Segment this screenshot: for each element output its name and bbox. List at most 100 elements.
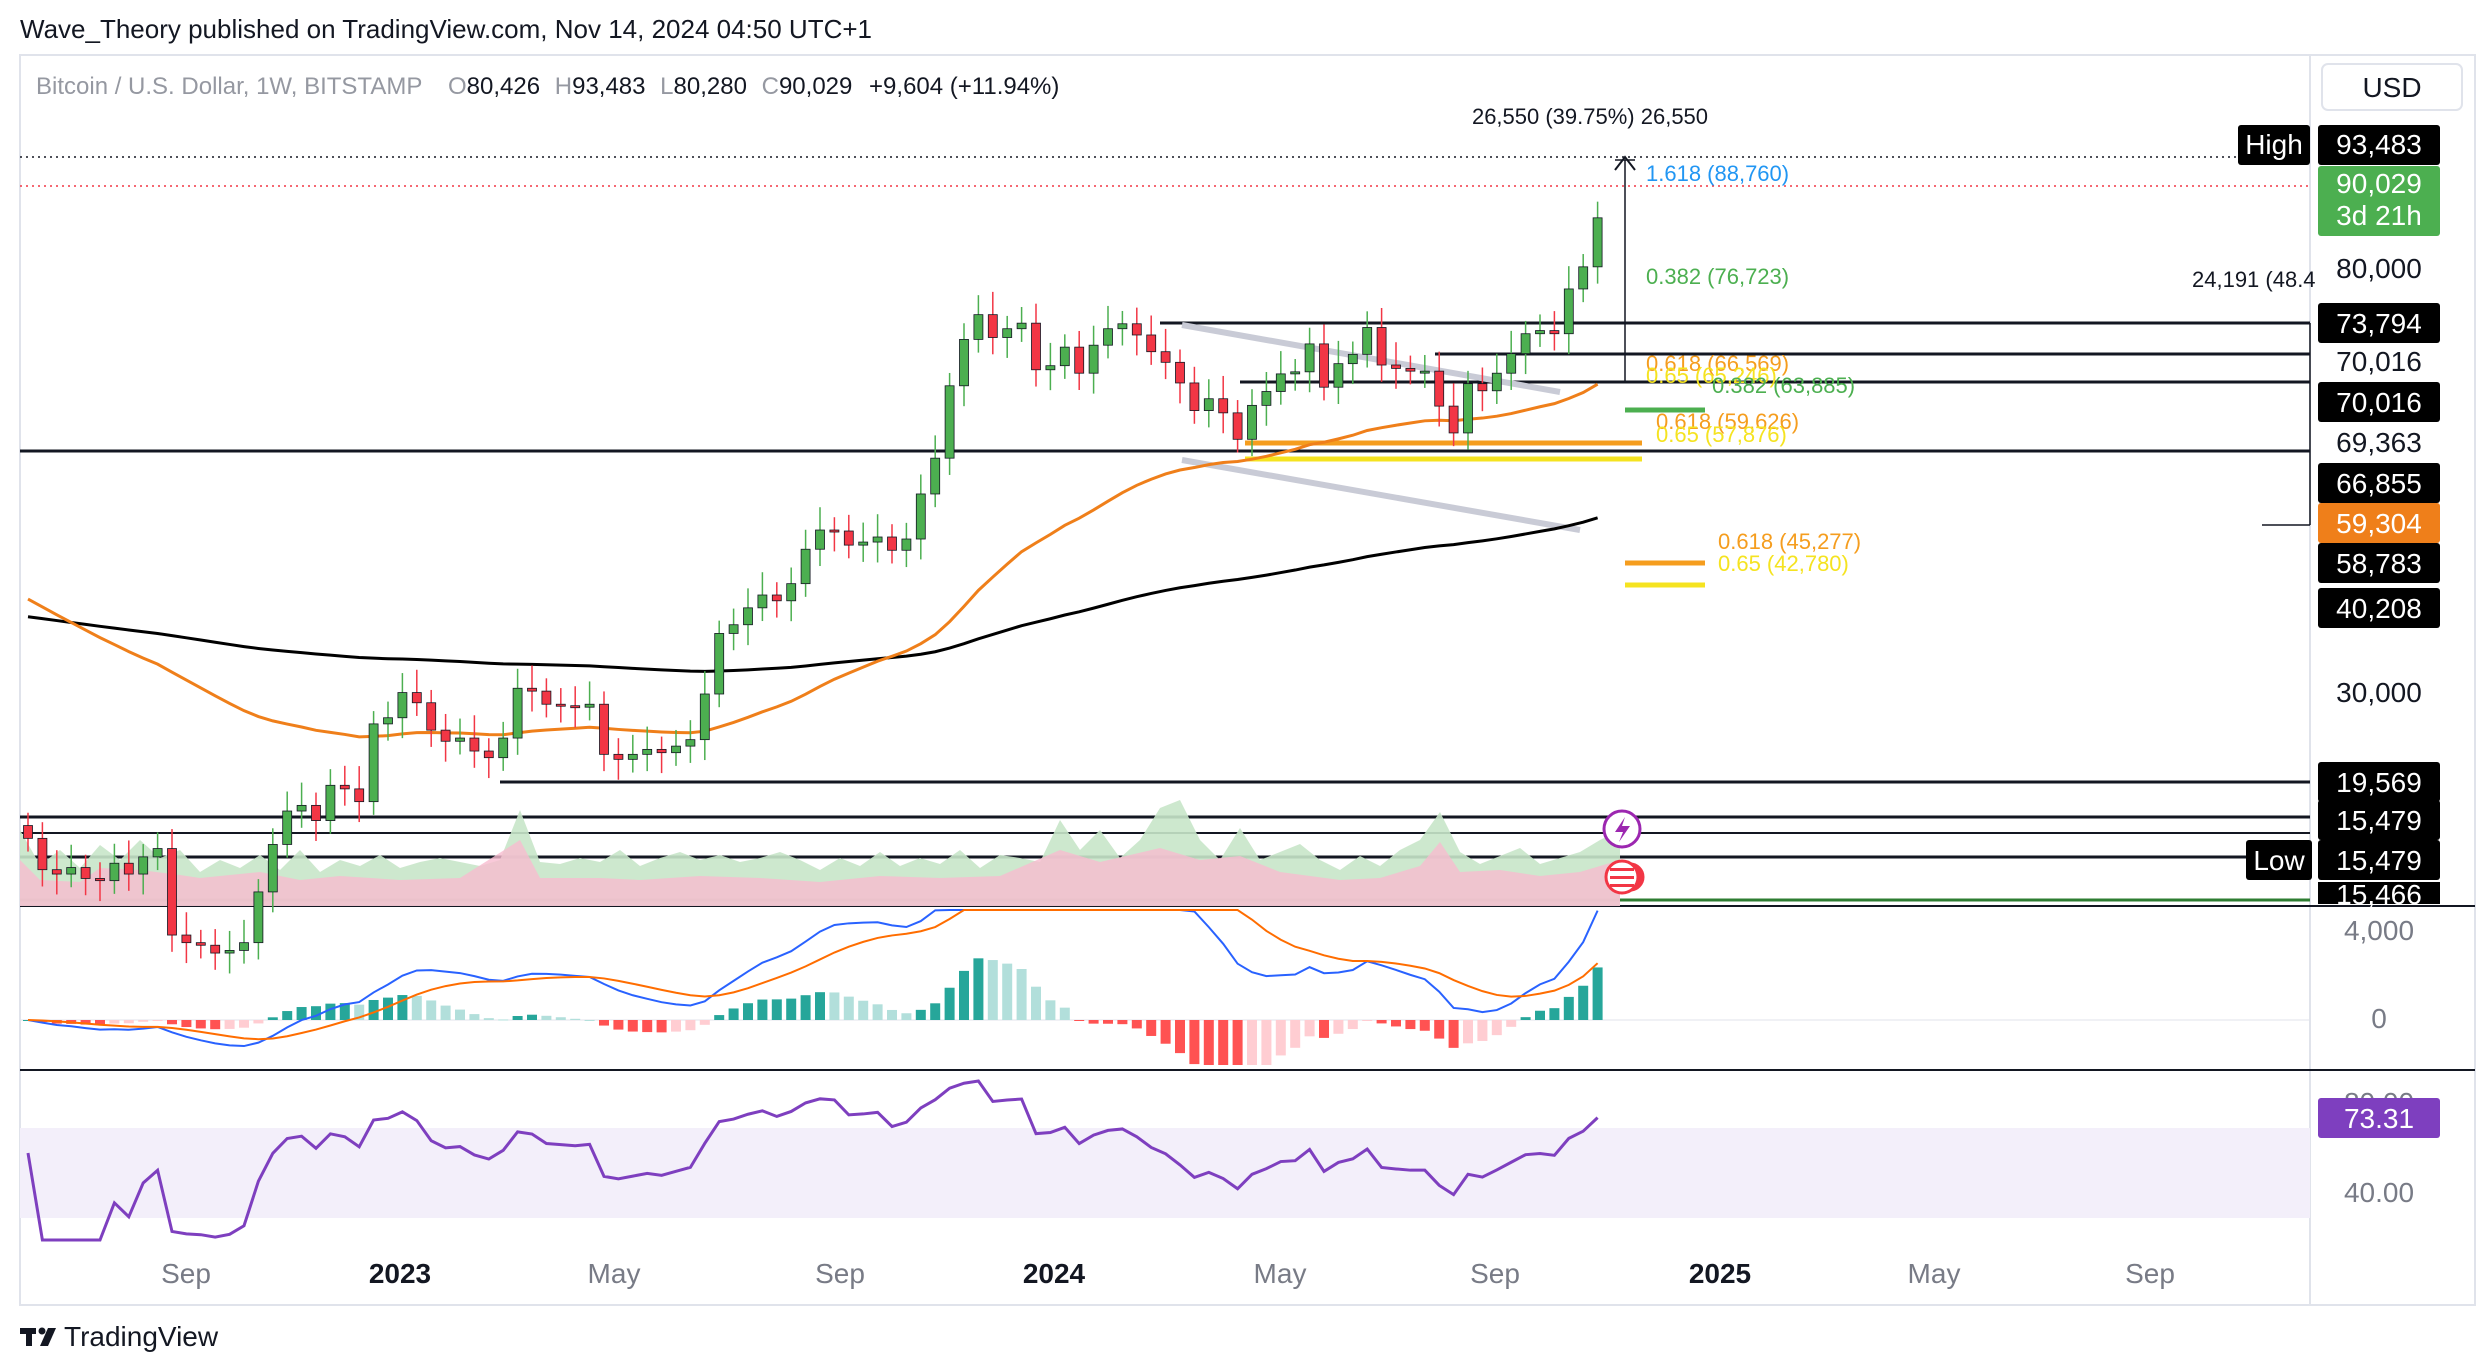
candle-body: [469, 737, 480, 752]
time-tick: Sep: [161, 1258, 211, 1289]
candle-body: [1074, 346, 1085, 374]
macd-bar: [987, 960, 998, 1020]
macd-bar: [1448, 1020, 1459, 1048]
rsi-tick-40: 40.00: [2344, 1177, 2414, 1208]
macd-bar: [685, 1020, 696, 1031]
macd-bar: [311, 1006, 321, 1020]
tick-69363: 69,363: [2336, 427, 2422, 458]
candle-body: [642, 748, 653, 755]
candle-body: [152, 848, 163, 858]
symbol-name: Bitcoin / U.S. Dollar, 1W, BITSTAMP: [36, 73, 422, 100]
ema200-path: [27, 516, 1599, 673]
macd-bar: [1376, 1020, 1387, 1024]
macd-bar: [426, 1000, 437, 1020]
candle-body: [527, 687, 537, 692]
candle-body: [771, 594, 782, 602]
candle-body: [1160, 351, 1171, 363]
macd-bar: [915, 1009, 926, 1020]
measure-tool-right[interactable]: 24,191 (48.4: [2192, 267, 2316, 526]
candle-body: [599, 703, 609, 755]
macd-bar: [152, 1020, 163, 1021]
currency-button[interactable]: USD: [2321, 63, 2463, 111]
macd-bar: [829, 992, 840, 1020]
macd-bar: [1117, 1020, 1128, 1025]
candle-body: [1520, 333, 1531, 355]
macd-bar: [743, 1003, 753, 1020]
time-tick: 2025: [1689, 1258, 1751, 1289]
macd-bar: [1347, 1020, 1358, 1030]
macd-bar: [1491, 1020, 1502, 1036]
macd-bar: [1189, 1020, 1200, 1065]
time-tick: Sep: [2125, 1258, 2175, 1289]
event-badges[interactable]: [1602, 809, 1648, 895]
candle-body: [858, 541, 869, 546]
tag-73794: [2318, 303, 2440, 343]
candle-body: [584, 703, 595, 708]
high-price-tag: [2318, 125, 2440, 165]
candle-body: [1578, 266, 1589, 290]
macd-bar: [1563, 996, 1574, 1020]
candle-body: [1261, 391, 1272, 406]
time-tick: 2024: [1023, 1258, 1086, 1289]
macd-bar: [1549, 1008, 1560, 1020]
fib-0618-low-label: 0.618 (59,626): [1656, 409, 1799, 434]
macd-bar: [469, 1014, 480, 1020]
macd-bar: [671, 1020, 681, 1032]
candle-body: [397, 692, 408, 719]
candle-body: [210, 944, 221, 954]
macd-bar: [599, 1020, 609, 1026]
price-axis[interactable]: High 93,483 90,029 3d 21h 80,000 73,794 …: [2238, 125, 2440, 1208]
measure-tool-top[interactable]: 26,550 (39.75%) 26,550: [1472, 104, 1708, 381]
macd-signal-line: [27, 909, 1599, 1041]
macd-bar: [397, 995, 408, 1020]
fib-0382-top-label: 0.382 (76,723): [1646, 264, 1789, 289]
candle-body: [311, 804, 321, 821]
macd-bar: [714, 1015, 725, 1020]
candle-body: [37, 837, 48, 871]
macd-bar: [181, 1020, 192, 1028]
macd-bar: [1477, 1020, 1488, 1041]
macd-bar: [1362, 1020, 1373, 1021]
macd-bar: [339, 1003, 350, 1020]
svg-text:70,016: 70,016: [2336, 387, 2422, 418]
candle-body: [1362, 327, 1373, 355]
macd-bar: [1016, 968, 1027, 1020]
ema-200-line: [27, 516, 1599, 673]
macd-bar: [1304, 1020, 1315, 1037]
macd-bar: [95, 1020, 105, 1025]
candle-body: [1506, 353, 1517, 374]
low-value: 80,280: [674, 73, 747, 100]
macd-bar: [944, 987, 955, 1020]
fib-0618-bottom-label: 0.618 (45,277): [1718, 529, 1861, 554]
tick-30000: 30,000: [2336, 677, 2422, 708]
macd-bar: [1434, 1020, 1445, 1039]
measure-right-label: 24,191 (48.4: [2192, 267, 2316, 292]
macd-bar: [368, 999, 379, 1020]
macd-bar: [253, 1020, 264, 1024]
candle-body: [383, 717, 393, 725]
close-label: C: [762, 73, 779, 100]
footer-brand[interactable]: TradingView: [20, 1321, 219, 1352]
macd-bar: [1319, 1020, 1329, 1038]
candle-body: [1117, 323, 1128, 330]
macd-bar: [1592, 967, 1603, 1020]
candle-body: [1290, 371, 1301, 375]
candle-body: [1088, 344, 1099, 374]
candle-body: [267, 844, 278, 893]
candle-body: [944, 385, 955, 459]
candle-body: [743, 607, 753, 626]
macd-bar: [325, 1003, 336, 1020]
macd-bar: [296, 1007, 307, 1020]
svg-text:15,479: 15,479: [2336, 845, 2422, 876]
svg-text:40,208: 40,208: [2336, 593, 2422, 624]
candle-body: [224, 950, 235, 954]
candle-body: [1491, 372, 1502, 392]
candle-body: [1045, 365, 1056, 371]
low-label-tag: [2246, 840, 2312, 880]
symbol-legend[interactable]: Bitcoin / U.S. Dollar, 1W, BITSTAMP O80,…: [36, 73, 1059, 100]
candle-body: [699, 693, 710, 741]
time-axis[interactable]: Sep 2023 May Sep 2024 May Sep 2025 May Sep: [161, 1258, 2175, 1289]
macd-bar: [555, 1017, 566, 1020]
candle-body: [1131, 323, 1142, 336]
